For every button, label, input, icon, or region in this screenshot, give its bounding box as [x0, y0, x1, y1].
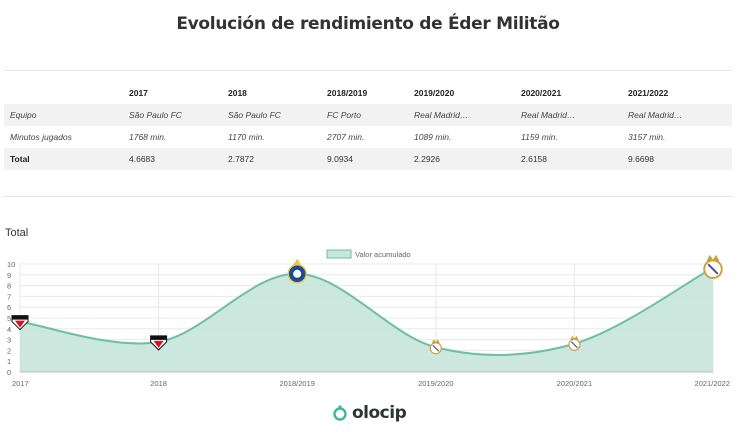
brand-name: olocip	[352, 403, 407, 423]
table-cell: 1768 min.	[129, 132, 167, 142]
table-header-cell	[4, 82, 123, 104]
x-tick-label: 2017	[12, 379, 29, 388]
table-cell: São Paulo FC	[123, 104, 222, 126]
stats-table: 2017 2018 2018/2019 2019/2020 2020/2021 …	[4, 82, 732, 170]
table-row: Minutos jugados 1768 min. 1170 min. 2707…	[4, 126, 732, 148]
table-header-cell: 2019/2020	[414, 88, 455, 98]
table-cell: 2.6158	[515, 148, 622, 170]
y-tick-label: 2	[7, 346, 11, 355]
legend: Valor acumulado	[326, 249, 411, 259]
y-tick-label: 9	[7, 271, 11, 280]
table-header-cell: 2018/2019	[327, 88, 368, 98]
y-tick-label: 4	[7, 325, 11, 334]
real-madrid-crest-icon	[568, 335, 581, 351]
page-title: Evolución de rendimiento de Éder Militão	[176, 14, 560, 34]
row-label: Equipo	[4, 104, 123, 126]
table-cell: 1159 min.	[521, 132, 558, 142]
fc-porto-crest-icon	[287, 258, 307, 284]
table-cell: Real Madrid…	[408, 104, 515, 126]
x-tick-label: 2020/2021	[557, 379, 592, 388]
table-cell: Real Madrid…	[515, 104, 622, 126]
sao-paulo-crest-icon	[150, 335, 168, 351]
table-cell: 4.6683	[123, 148, 222, 170]
table-row: Equipo São Paulo FC São Paulo FC FC Port…	[4, 104, 732, 126]
table-cell: 2.7872	[222, 148, 321, 170]
table-cell: 2.2926	[408, 148, 515, 170]
x-tick-label: 2021/2022	[695, 379, 730, 388]
y-tick-label: 8	[7, 282, 11, 291]
divider	[4, 196, 732, 197]
row-label: Minutos jugados	[10, 132, 72, 142]
area-fill	[20, 267, 713, 372]
y-tick-label: 1	[7, 357, 11, 366]
table-cell: 1089 min.	[414, 132, 452, 142]
table-header-row: 2017 2018 2018/2019 2019/2020 2020/2021 …	[4, 82, 732, 104]
y-tick-label: 10	[7, 260, 15, 269]
table-header-cell: 2017	[129, 88, 148, 98]
table-cell: 2707 min.	[327, 132, 365, 142]
table-cell: Real Madrid…	[622, 104, 732, 126]
table-cell: 3157 min.	[628, 132, 666, 142]
y-tick-label: 3	[7, 336, 11, 345]
table-cell: 9.6698	[622, 148, 732, 170]
table-header-cell: 2018	[228, 88, 247, 98]
sao-paulo-crest-icon	[11, 315, 29, 331]
table-row: Total 4.6683 2.7872 9.0934 2.2926 2.6158…	[4, 148, 732, 170]
table-header-cell: 2020/2021	[521, 88, 562, 98]
row-label: Total	[4, 148, 123, 170]
olocip-logo-icon	[333, 405, 347, 421]
x-tick-label: 2019/2020	[418, 379, 453, 388]
table-cell: São Paulo FC	[222, 104, 321, 126]
section-label: Total	[5, 227, 29, 239]
real-madrid-crest-icon	[429, 339, 442, 355]
y-tick-label: 7	[7, 292, 11, 301]
table-cell: FC Porto	[321, 104, 408, 126]
brand-logo: olocip	[333, 402, 407, 424]
table-header-cell: 2021/2022	[628, 88, 669, 98]
divider	[4, 70, 732, 71]
table-cell: 9.0934	[321, 148, 408, 170]
y-tick-label: 6	[7, 303, 11, 312]
x-tick-label: 2018/2019	[279, 379, 314, 388]
y-tick-label: 5	[7, 314, 11, 323]
real-madrid-crest-icon	[703, 254, 723, 279]
legend-label: Valor acumulado	[355, 250, 411, 259]
y-tick-label: 0	[7, 368, 11, 377]
x-tick-label: 2018	[150, 379, 167, 388]
legend-swatch	[326, 249, 352, 259]
table-cell: 1170 min.	[228, 132, 265, 142]
